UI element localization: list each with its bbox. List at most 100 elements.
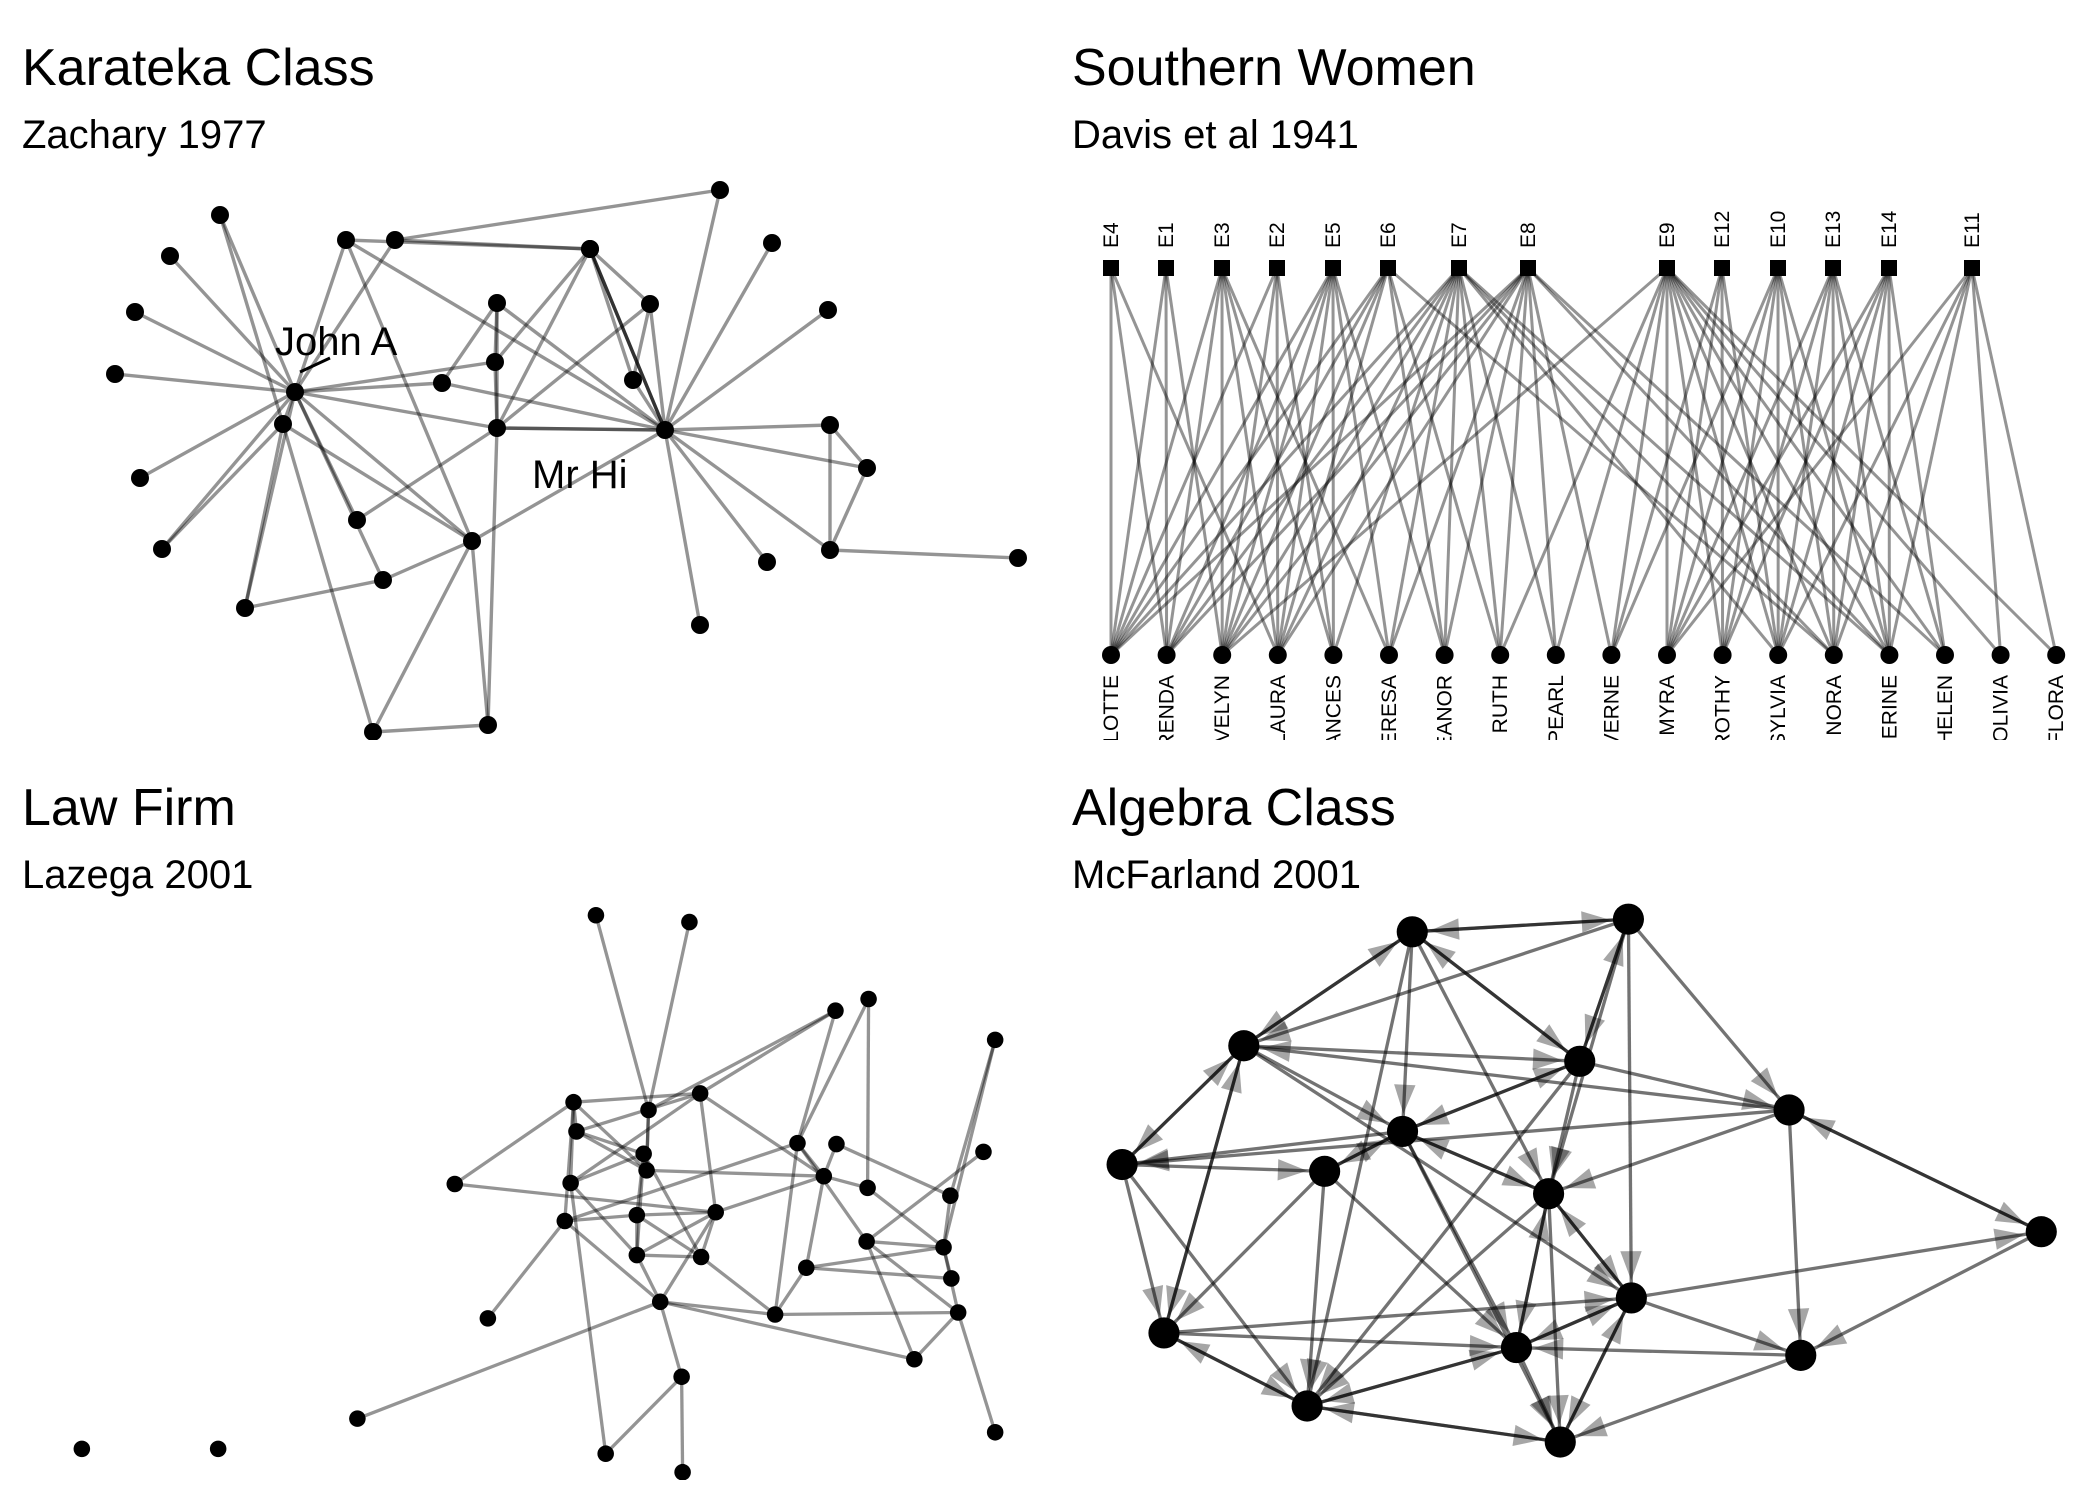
membership-edge bbox=[1386, 267, 1502, 656]
edge bbox=[647, 1009, 837, 1112]
node bbox=[758, 553, 776, 571]
edge bbox=[1163, 1331, 1517, 1350]
membership-edge bbox=[1665, 267, 1724, 656]
event-label: E8 bbox=[1517, 222, 1540, 248]
node bbox=[819, 301, 837, 319]
edge bbox=[575, 1129, 648, 1172]
nodes bbox=[106, 181, 1027, 740]
event-node bbox=[1214, 260, 1230, 276]
membership-edge bbox=[1831, 267, 1947, 656]
membership-edge bbox=[1220, 267, 1335, 656]
woman-label: OLIVIA bbox=[1990, 675, 2013, 740]
edge bbox=[1515, 1296, 1632, 1350]
edge bbox=[646, 1168, 824, 1178]
edge bbox=[495, 301, 667, 432]
event-node bbox=[1520, 260, 1536, 276]
membership-edge bbox=[1665, 267, 1891, 656]
node bbox=[349, 1410, 366, 1427]
node bbox=[707, 1203, 724, 1221]
edge bbox=[1788, 1108, 2042, 1234]
edge bbox=[1546, 1193, 1562, 1443]
edge bbox=[1163, 1296, 1632, 1335]
event-node bbox=[1158, 260, 1174, 276]
node bbox=[821, 416, 839, 434]
edge bbox=[806, 1266, 952, 1281]
membership-edge bbox=[1526, 267, 1613, 656]
edge bbox=[564, 1141, 799, 1223]
node bbox=[1612, 903, 1644, 935]
membership-edge bbox=[1109, 267, 1335, 656]
edge bbox=[572, 1101, 648, 1172]
edge bbox=[441, 381, 666, 432]
membership-edge bbox=[1276, 267, 1390, 656]
edge bbox=[1401, 1059, 1581, 1133]
node bbox=[827, 1002, 844, 1019]
node bbox=[766, 1306, 784, 1323]
membership-edge bbox=[1832, 267, 1974, 656]
edge-arrowhead bbox=[1529, 1395, 1553, 1427]
law-title: Law Firm bbox=[22, 779, 236, 837]
edge bbox=[660, 1300, 776, 1317]
edge bbox=[294, 381, 443, 394]
membership-edge bbox=[1776, 267, 1835, 656]
membership-edge bbox=[1220, 267, 1280, 656]
edge-arrowhead bbox=[1418, 1104, 1450, 1125]
edge bbox=[1243, 1044, 1580, 1063]
event-label: E11 bbox=[1961, 212, 1984, 248]
node bbox=[628, 1246, 646, 1264]
edge bbox=[636, 1253, 702, 1259]
edge-arrowhead bbox=[1429, 918, 1460, 940]
bipartite-edges bbox=[1109, 266, 2058, 657]
edge bbox=[664, 428, 831, 552]
edge-arrowhead bbox=[1565, 1168, 1597, 1189]
membership-edge bbox=[1776, 267, 1836, 656]
edge bbox=[588, 248, 667, 431]
edge bbox=[775, 1310, 959, 1317]
edge bbox=[773, 1266, 808, 1316]
woman-label: MYRA bbox=[1656, 675, 1679, 736]
woman-node bbox=[1380, 646, 1398, 664]
node bbox=[1291, 1390, 1323, 1422]
node bbox=[479, 716, 497, 734]
woman-label: ROTHY bbox=[1712, 675, 1735, 740]
edge bbox=[573, 1091, 701, 1104]
membership-edge bbox=[1220, 267, 1335, 656]
edge bbox=[663, 242, 774, 431]
edge bbox=[282, 422, 473, 543]
edge-arrowhead bbox=[1532, 1067, 1564, 1089]
membership-edge bbox=[1665, 267, 2002, 656]
event-node bbox=[1825, 260, 1841, 276]
node bbox=[161, 247, 179, 265]
membership-edge bbox=[1109, 267, 1169, 656]
edge bbox=[829, 548, 1019, 560]
node bbox=[943, 1270, 960, 1287]
edge bbox=[658, 1211, 718, 1303]
membership-edge bbox=[1665, 267, 1835, 656]
edge bbox=[569, 1092, 702, 1185]
edge bbox=[658, 1301, 684, 1378]
membership-edge bbox=[1665, 267, 1891, 656]
node bbox=[975, 1143, 992, 1161]
membership-edge bbox=[1109, 267, 1168, 656]
edge bbox=[1305, 1060, 1582, 1408]
node bbox=[463, 532, 481, 550]
edge-arrowhead bbox=[1787, 1308, 1810, 1338]
edge-arrowhead bbox=[1176, 1292, 1205, 1321]
edge bbox=[648, 303, 667, 431]
node bbox=[656, 421, 674, 439]
edge bbox=[1162, 1170, 1326, 1335]
membership-edge bbox=[1720, 267, 1780, 656]
edge bbox=[486, 427, 499, 726]
node bbox=[673, 1368, 690, 1386]
edge bbox=[1120, 1163, 1309, 1408]
edge bbox=[664, 423, 831, 432]
edge bbox=[1243, 1044, 1404, 1133]
edge-arrowhead bbox=[1469, 1334, 1499, 1357]
membership-edge bbox=[1109, 266, 1461, 657]
edge bbox=[356, 1300, 661, 1421]
woman-node bbox=[1602, 646, 1621, 664]
membership-edge bbox=[1832, 267, 1891, 656]
edge bbox=[663, 428, 769, 564]
membership-edge bbox=[1164, 267, 1224, 656]
membership-edge bbox=[1220, 267, 1461, 656]
